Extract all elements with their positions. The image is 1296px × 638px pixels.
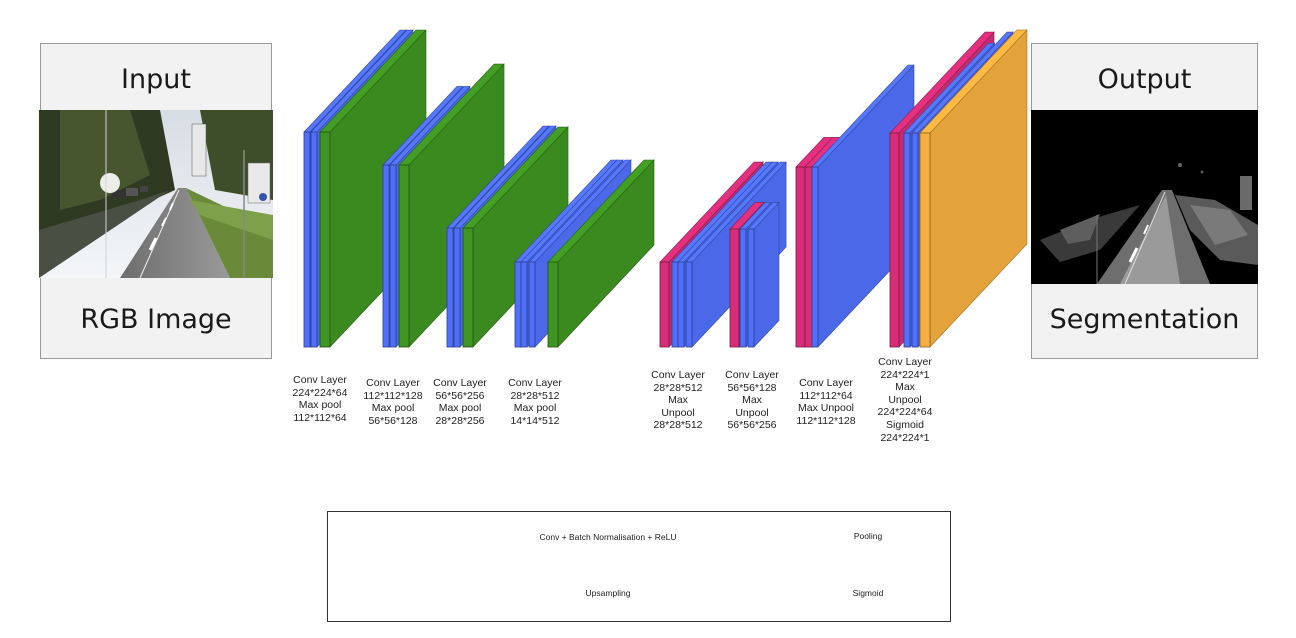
network-layers (303, 29, 1028, 348)
segmentation-output-image (1031, 110, 1258, 285)
conv-layer-front (310, 131, 318, 348)
caption-line: 28*28*256 (435, 414, 485, 427)
legend-conv-label: Conv + Batch Normalisation + ReLU (539, 532, 677, 542)
pool-layer (462, 126, 569, 348)
caption-decoder-3: Conv Layer 112*112*64 Max Unpool 112*112*12… (796, 377, 855, 427)
legend: Conv + Batch Normalisation + ReLU Poolin… (327, 511, 951, 622)
caption-decoder-4: Conv Layer 224*224*1 Max Unpool 224*224*64 Si… (878, 356, 933, 444)
caption-line: Conv Layer (725, 369, 779, 381)
legend-upsample-label: Upsampling (585, 588, 631, 598)
conv-layer-front (514, 261, 522, 348)
caption-line: Unpool (888, 393, 922, 406)
conv-layer-front (446, 227, 454, 348)
caption-line: Max Unpool (797, 402, 855, 415)
caption-line: 14*14*512 (510, 414, 560, 427)
caption-line: Unpool (735, 406, 769, 419)
caption-line: 112*112*64 (799, 389, 853, 402)
conv-layer-front (903, 132, 911, 348)
caption-line: 56*56*128 (727, 381, 777, 394)
caption-line: Conv Layer (799, 377, 853, 389)
output-subtitle: Segmentation (1049, 304, 1240, 335)
conv-layer-front (453, 227, 461, 348)
pool-layer-front (547, 261, 559, 348)
caption-line: 28*28*512 (653, 419, 703, 432)
caption-line: Conv Layer (293, 374, 347, 386)
conv-layer-front (739, 228, 747, 348)
pool-layer-front (319, 131, 331, 348)
caption-encoder-2: Conv Layer 112*112*128 Max pool 56*56*128 (363, 377, 422, 427)
upsample-layer-front (659, 261, 670, 348)
input-subtitle: RGB Image (80, 304, 232, 335)
caption-encoder-4: Conv Layer 28*28*512 Max pool 14*14*512 (508, 377, 562, 427)
conv-layer-front (382, 164, 390, 348)
caption-line: 224*224*64 (292, 386, 348, 399)
caption-line: Conv Layer (366, 377, 420, 389)
legend-sigmoid-label: Sigmoid (852, 588, 884, 598)
upsample-layer-front (889, 132, 900, 348)
caption-line: 56*56*256 (435, 389, 485, 402)
caption-line: 56*56*128 (368, 414, 418, 427)
caption-line: 224*224*1 (880, 431, 930, 444)
conv-layer-front (747, 228, 755, 348)
caption-encoder-3: Conv Layer 56*56*256 Max pool 28*28*256 (433, 377, 487, 427)
caption-line: 112*112*64 (293, 411, 347, 424)
conv-layer-front (677, 261, 685, 348)
conv-layer-front (520, 261, 528, 348)
conv-layer-front (911, 132, 919, 348)
caption-line: Conv Layer (508, 377, 562, 389)
caption-line: 28*28*512 (653, 381, 703, 394)
upsample-layer-front (795, 166, 806, 348)
caption-line: Sigmoid (886, 418, 924, 431)
caption-line: Max (895, 381, 915, 394)
caption-line: 56*56*256 (727, 419, 777, 432)
conv-layer-front (528, 261, 536, 348)
conv-layer-front (685, 261, 693, 348)
legend-pool-label: Pooling (853, 531, 883, 541)
upsample-layer-front (729, 228, 740, 348)
conv-layer (747, 201, 780, 348)
pool-layer (547, 159, 655, 348)
pool-layer-front (462, 227, 474, 348)
input-title: Input (121, 64, 191, 95)
output-title: Output (1097, 64, 1192, 95)
pool-layer-front (398, 164, 410, 348)
caption-line: Max pool (438, 402, 482, 415)
caption-line: 28*28*512 (510, 389, 560, 402)
conv-layer-front (671, 261, 679, 348)
caption-line: Max (742, 394, 762, 407)
caption-line: Max pool (298, 399, 342, 412)
sigmoid-layer (919, 29, 1028, 348)
caption-decoder-1: Conv Layer 28*28*512 Max Unpool 28*28*512 (651, 369, 705, 432)
caption-line: 112*112*128 (796, 414, 856, 427)
caption-line: Conv Layer (878, 356, 932, 368)
caption-line: Max (668, 394, 688, 407)
rgb-input-image (39, 110, 273, 279)
caption-line: Conv Layer (433, 377, 487, 389)
caption-line: Max pool (513, 402, 557, 415)
conv-layer-front (811, 166, 819, 348)
caption-decoder-2: Conv Layer 56*56*128 Max Unpool 56*56*256 (725, 369, 779, 432)
caption-encoder-1: Conv Layer 224*224*64 Max pool 112*112*64 (293, 374, 348, 424)
caption-line: Conv Layer (651, 369, 705, 381)
caption-line: Max pool (371, 402, 415, 415)
conv-layer-front (303, 131, 311, 348)
sigmoid-layer-front (919, 132, 931, 348)
conv-layer-front (389, 164, 397, 348)
caption-line: 112*112*128 (363, 389, 423, 402)
caption-line: Unpool (661, 406, 695, 419)
caption-line: 224*224*1 (880, 368, 930, 381)
caption-line: 224*224*64 (877, 406, 933, 419)
